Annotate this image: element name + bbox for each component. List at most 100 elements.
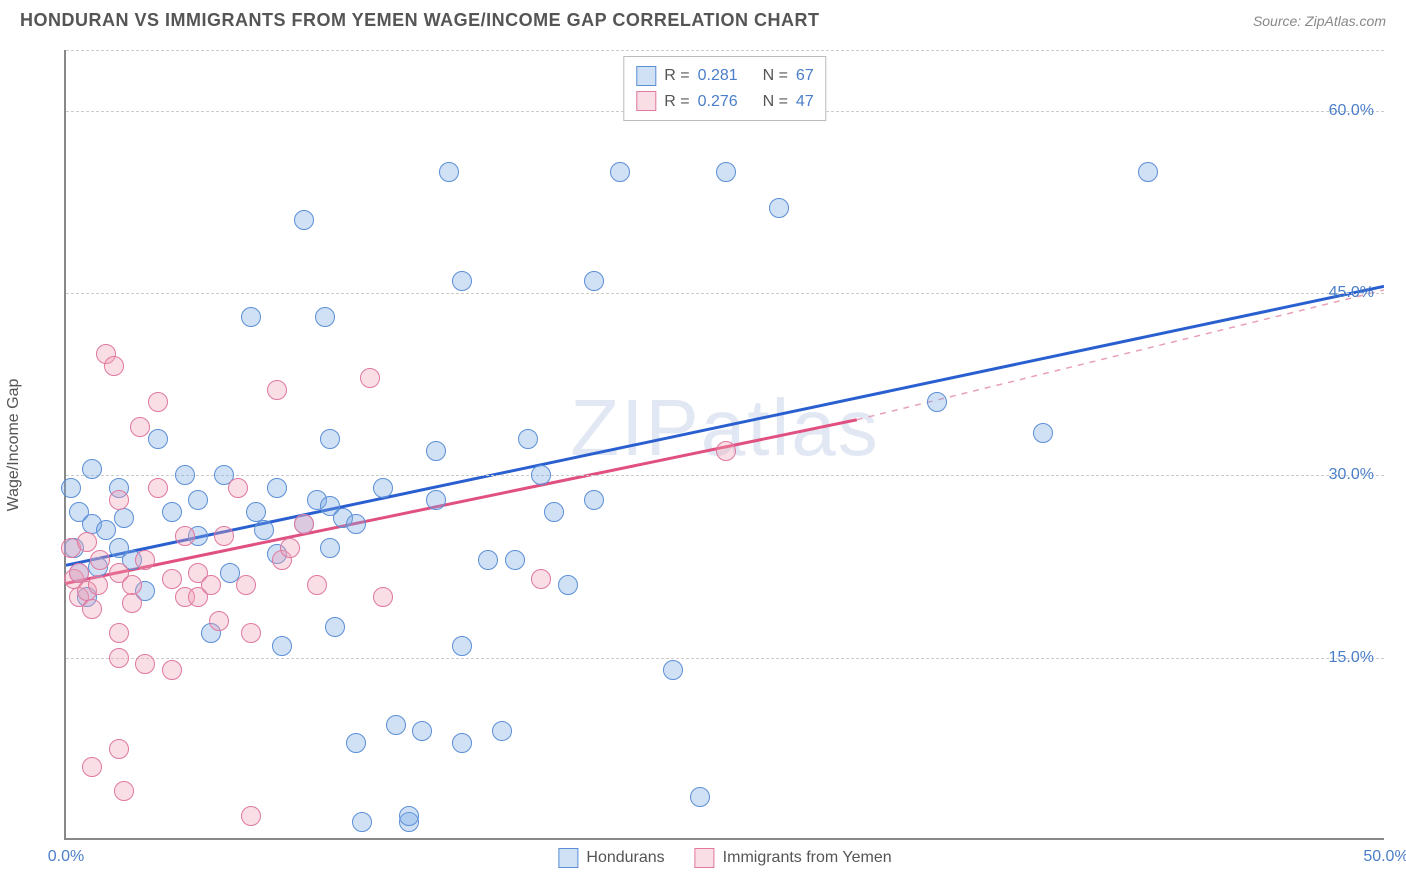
data-point bbox=[82, 757, 102, 777]
data-point bbox=[122, 593, 142, 613]
data-point bbox=[280, 538, 300, 558]
data-point bbox=[267, 478, 287, 498]
data-point bbox=[399, 806, 419, 826]
data-point bbox=[90, 550, 110, 570]
data-point bbox=[505, 550, 525, 570]
data-point bbox=[373, 478, 393, 498]
data-point bbox=[148, 429, 168, 449]
data-point bbox=[246, 502, 266, 522]
data-point bbox=[373, 587, 393, 607]
data-point bbox=[148, 478, 168, 498]
data-point bbox=[69, 563, 89, 583]
data-point bbox=[175, 526, 195, 546]
data-point bbox=[320, 429, 340, 449]
data-point bbox=[272, 636, 292, 656]
data-point bbox=[241, 806, 261, 826]
correlation-legend: R = 0.281 N = 67R = 0.276 N = 47 bbox=[623, 56, 826, 121]
data-point bbox=[478, 550, 498, 570]
data-point bbox=[315, 307, 335, 327]
data-point bbox=[584, 490, 604, 510]
data-point bbox=[518, 429, 538, 449]
data-point bbox=[214, 526, 234, 546]
data-point bbox=[122, 575, 142, 595]
data-point bbox=[452, 271, 472, 291]
data-point bbox=[162, 502, 182, 522]
data-point bbox=[531, 569, 551, 589]
data-point bbox=[531, 465, 551, 485]
data-point bbox=[346, 733, 366, 753]
data-point bbox=[544, 502, 564, 522]
data-point bbox=[201, 575, 221, 595]
header: HONDURAN VS IMMIGRANTS FROM YEMEN WAGE/I… bbox=[0, 0, 1406, 31]
data-point bbox=[114, 508, 134, 528]
legend-label: Immigrants from Yemen bbox=[723, 849, 892, 867]
data-point bbox=[114, 781, 134, 801]
data-point bbox=[1138, 162, 1158, 182]
legend-swatch bbox=[636, 91, 656, 111]
data-point bbox=[386, 715, 406, 735]
data-point bbox=[584, 271, 604, 291]
data-point bbox=[426, 490, 446, 510]
data-point bbox=[82, 459, 102, 479]
plot-area: ZIPatlas R = 0.281 N = 67R = 0.276 N = 4… bbox=[64, 50, 1384, 840]
data-point bbox=[426, 441, 446, 461]
data-point bbox=[61, 478, 81, 498]
data-point bbox=[294, 210, 314, 230]
series-legend: Hondurans Immigrants from Yemen bbox=[558, 848, 891, 868]
data-point bbox=[769, 198, 789, 218]
data-point bbox=[109, 648, 129, 668]
y-tick-label: 60.0% bbox=[1329, 102, 1374, 120]
data-point bbox=[135, 550, 155, 570]
gridline bbox=[66, 50, 1384, 51]
y-tick-label: 15.0% bbox=[1329, 649, 1374, 667]
data-point bbox=[927, 392, 947, 412]
data-point bbox=[109, 739, 129, 759]
data-point bbox=[267, 380, 287, 400]
legend-item: Immigrants from Yemen bbox=[695, 848, 892, 868]
data-point bbox=[412, 721, 432, 741]
data-point bbox=[452, 636, 472, 656]
data-point bbox=[360, 368, 380, 388]
data-point bbox=[209, 611, 229, 631]
data-point bbox=[241, 623, 261, 643]
data-point bbox=[188, 490, 208, 510]
data-point bbox=[162, 660, 182, 680]
legend-row: R = 0.276 N = 47 bbox=[636, 89, 813, 115]
data-point bbox=[320, 538, 340, 558]
data-point bbox=[236, 575, 256, 595]
data-point bbox=[88, 575, 108, 595]
data-point bbox=[162, 569, 182, 589]
data-point bbox=[148, 392, 168, 412]
y-tick-label: 45.0% bbox=[1329, 284, 1374, 302]
data-point bbox=[109, 623, 129, 643]
legend-label: Hondurans bbox=[586, 849, 664, 867]
y-axis-label: Wage/Income Gap bbox=[5, 379, 23, 512]
legend-row: R = 0.281 N = 67 bbox=[636, 63, 813, 89]
chart-area: Wage/Income Gap ZIPatlas R = 0.281 N = 6… bbox=[44, 50, 1384, 840]
data-point bbox=[241, 307, 261, 327]
legend-swatch bbox=[558, 848, 578, 868]
data-point bbox=[104, 356, 124, 376]
data-point bbox=[254, 520, 274, 540]
data-point bbox=[1033, 423, 1053, 443]
data-point bbox=[77, 532, 97, 552]
x-tick-label: 0.0% bbox=[48, 848, 84, 866]
y-tick-label: 30.0% bbox=[1329, 466, 1374, 484]
data-point bbox=[228, 478, 248, 498]
data-point bbox=[109, 490, 129, 510]
data-point bbox=[130, 417, 150, 437]
data-point bbox=[663, 660, 683, 680]
x-tick-label: 50.0% bbox=[1363, 848, 1406, 866]
data-point bbox=[610, 162, 630, 182]
data-point bbox=[325, 617, 345, 637]
data-point bbox=[690, 787, 710, 807]
data-point bbox=[558, 575, 578, 595]
source-attribution: Source: ZipAtlas.com bbox=[1253, 13, 1386, 29]
data-point bbox=[175, 465, 195, 485]
data-point bbox=[82, 599, 102, 619]
legend-swatch bbox=[695, 848, 715, 868]
gridline bbox=[66, 658, 1384, 659]
chart-title: HONDURAN VS IMMIGRANTS FROM YEMEN WAGE/I… bbox=[20, 10, 820, 31]
data-point bbox=[716, 441, 736, 461]
gridline bbox=[66, 293, 1384, 294]
